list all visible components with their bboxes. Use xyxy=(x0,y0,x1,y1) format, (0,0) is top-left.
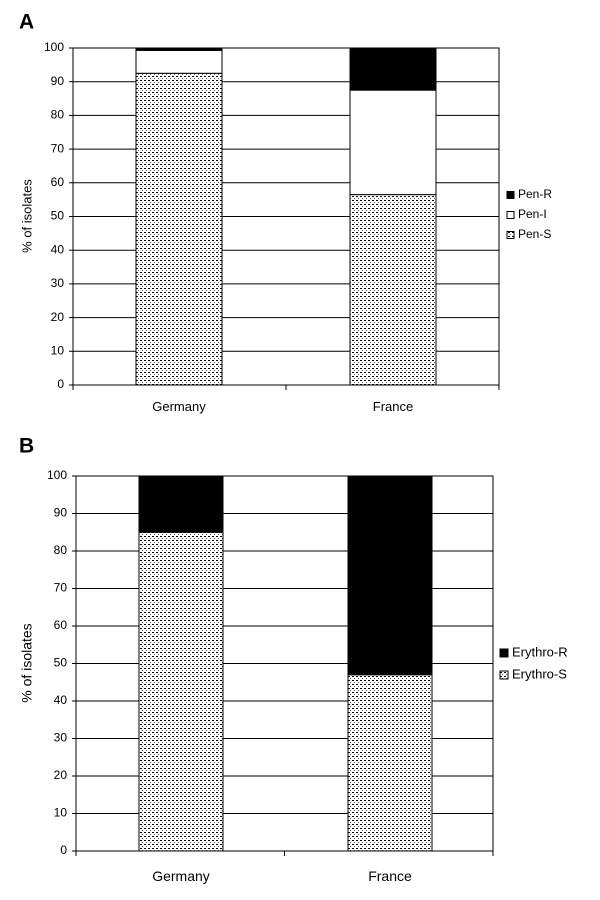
y-tick-label: 100 xyxy=(44,40,64,54)
x-category-label: France xyxy=(368,868,412,884)
y-tick-label: 90 xyxy=(54,506,68,520)
y-tick-label: 40 xyxy=(51,242,65,256)
y-tick-label: 60 xyxy=(54,618,68,632)
panel-label: A xyxy=(19,11,34,34)
bar-erythro-r-france xyxy=(347,475,433,676)
y-tick-label: 70 xyxy=(54,581,68,595)
legend-label: Erythro-R xyxy=(512,644,568,659)
y-tick-label: 10 xyxy=(51,343,65,357)
y-tick-label: 20 xyxy=(54,768,68,782)
y-tick-label: 100 xyxy=(47,468,67,482)
y-tick-label: 10 xyxy=(54,806,68,820)
y-tick-label: 70 xyxy=(51,141,65,155)
bar-pen-s-france xyxy=(349,194,437,386)
y-tick-label: 30 xyxy=(51,276,65,290)
y-tick-label: 80 xyxy=(51,108,65,122)
legend-label: Pen-R xyxy=(518,187,552,201)
y-tick-label: 30 xyxy=(54,731,68,745)
y-tick-label: 50 xyxy=(54,656,68,670)
legend-label: Erythro-S xyxy=(512,666,567,681)
y-tick-label: 20 xyxy=(51,310,65,324)
x-category-label: Germany xyxy=(152,868,210,884)
y-axis-title: % of isolates xyxy=(19,179,34,253)
x-category-label: Germany xyxy=(152,399,206,414)
bar-pen-r-germany xyxy=(135,47,223,51)
bar-erythro-s-germany xyxy=(138,531,224,852)
y-tick-label: 0 xyxy=(60,843,67,857)
legend-label: Pen-I xyxy=(518,207,547,221)
y-tick-label: 0 xyxy=(57,377,64,391)
legend-swatch xyxy=(506,231,515,239)
legend-swatch xyxy=(499,648,509,658)
bar-erythro-s-france xyxy=(347,674,433,852)
bar-pen-s-germany xyxy=(135,72,223,386)
bar-pen-i-germany xyxy=(135,49,223,74)
x-category-label: France xyxy=(373,399,413,414)
y-tick-label: 90 xyxy=(51,74,65,88)
bar-erythro-r-germany xyxy=(138,475,224,533)
y-tick-label: 50 xyxy=(51,209,65,223)
legend-swatch xyxy=(506,191,515,199)
chart-panel-a: A 0 10 20 30 40 50 60 70 80 90 100 Germany France % of… xyxy=(19,11,552,414)
legend-label: Pen-S xyxy=(518,227,551,241)
y-tick-label: 60 xyxy=(51,175,65,189)
legend-swatch xyxy=(506,211,515,219)
y-tick-label: 40 xyxy=(54,693,68,707)
y-axis-title: % of isolates xyxy=(19,623,35,702)
bar-pen-i-france xyxy=(349,89,437,196)
chart-panel-b: B 0 10 20 30 40 50 60 70 80 90 100 Germany France % of… xyxy=(19,435,568,884)
bar-pen-r-france xyxy=(349,47,437,91)
legend-swatch xyxy=(499,670,509,680)
panel-label: B xyxy=(19,435,34,458)
y-tick-label: 80 xyxy=(54,543,68,557)
